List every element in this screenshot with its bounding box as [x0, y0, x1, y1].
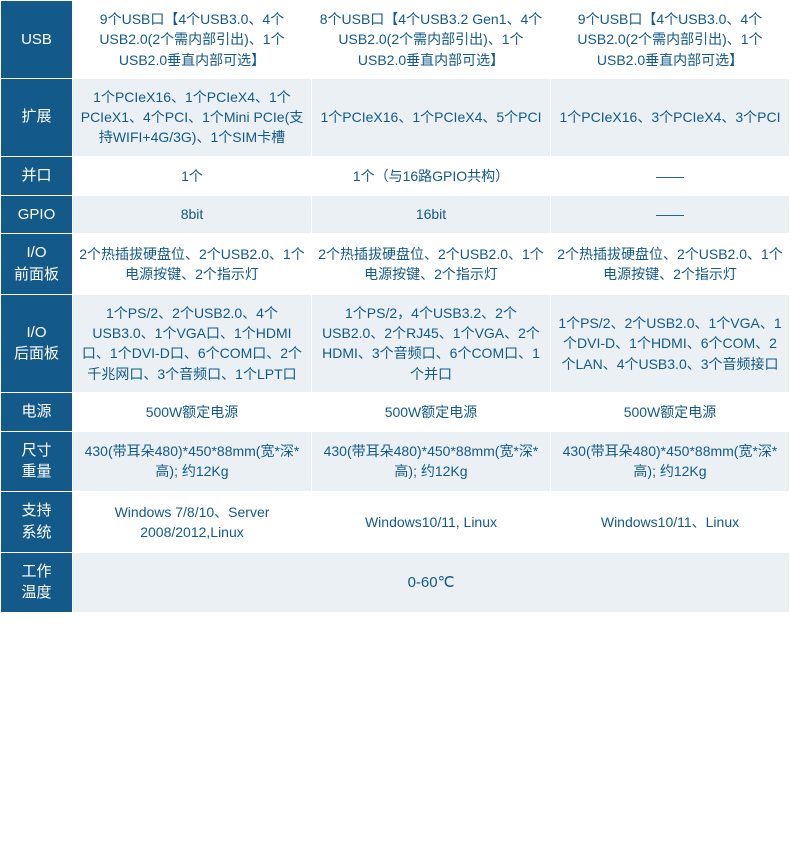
table-cell: 8个USB口【4个USB3.2 Gen1、4个USB2.0(2个需内部引出)、1…: [312, 1, 551, 79]
row-header: USB: [1, 1, 73, 79]
spec-table: USB9个USB口【4个USB3.0、4个USB2.0(2个需内部引出)、1个U…: [0, 0, 790, 613]
table-row: I/O后面板1个PS/2、2个USB2.0、4个USB3.0、1个VGA口、1个…: [1, 294, 790, 392]
table-cell: 1个PS/2，4个USB3.2、2个USB2.0、2个RJ45、1个VGA、2个…: [312, 294, 551, 392]
row-header: 尺寸重量: [1, 431, 73, 492]
table-cell: 430(带耳朵480)*450*88mm(宽*深*高); 约12Kg: [312, 431, 551, 492]
table-cell: 8bit: [73, 195, 312, 234]
table-row: 支持系统Windows 7/8/10、Server 2008/2012,Linu…: [1, 492, 790, 553]
table-cell: 1个PCIeX16、1个PCIeX4、5个PCI: [312, 78, 551, 156]
table-cell: 2个热插拔硬盘位、2个USB2.0、1个电源按键、2个指示灯: [312, 234, 551, 295]
table-cell: 1个PS/2、2个USB2.0、4个USB3.0、1个VGA口、1个HDMI口、…: [73, 294, 312, 392]
row-header: 支持系统: [1, 492, 73, 553]
table-cell: 500W额定电源: [551, 392, 790, 431]
row-header: 电源: [1, 392, 73, 431]
table-cell: ——: [551, 195, 790, 234]
table-cell: 430(带耳朵480)*450*88mm(宽*深*高); 约12Kg: [551, 431, 790, 492]
row-header: 并口: [1, 156, 73, 195]
row-header: 扩展: [1, 78, 73, 156]
table-cell: ——: [551, 156, 790, 195]
table-cell: 16bit: [312, 195, 551, 234]
table-cell: 1个PCIeX16、3个PCIeX4、3个PCI: [551, 78, 790, 156]
row-header: 工作温度: [1, 552, 73, 613]
table-cell: 500W额定电源: [312, 392, 551, 431]
table-row: 尺寸重量430(带耳朵480)*450*88mm(宽*深*高); 约12Kg43…: [1, 431, 790, 492]
table-row: 工作温度0-60℃: [1, 552, 790, 613]
table-row: 并口1个1个（与16路GPIO共构）——: [1, 156, 790, 195]
table-cell: 9个USB口【4个USB3.0、4个USB2.0(2个需内部引出)、1个USB2…: [73, 1, 312, 79]
table-cell-merged: 0-60℃: [73, 552, 790, 613]
table-row: GPIO8bit16bit——: [1, 195, 790, 234]
row-header: GPIO: [1, 195, 73, 234]
table-cell: 500W额定电源: [73, 392, 312, 431]
table-cell: Windows 7/8/10、Server 2008/2012,Linux: [73, 492, 312, 553]
table-cell: 9个USB口【4个USB3.0、4个USB2.0(2个需内部引出)、1个USB2…: [551, 1, 790, 79]
row-header: I/O前面板: [1, 234, 73, 295]
table-cell: Windows10/11、Linux: [551, 492, 790, 553]
table-cell: Windows10/11, Linux: [312, 492, 551, 553]
table-cell: 1个（与16路GPIO共构）: [312, 156, 551, 195]
table-cell: 430(带耳朵480)*450*88mm(宽*深*高); 约12Kg: [73, 431, 312, 492]
table-cell: 1个: [73, 156, 312, 195]
table-cell: 2个热插拔硬盘位、2个USB2.0、1个电源按键、2个指示灯: [551, 234, 790, 295]
table-row: 扩展1个PCIeX16、1个PCIeX4、1个PCIeX1、4个PCI、1个Mi…: [1, 78, 790, 156]
table-cell: 2个热插拔硬盘位、2个USB2.0、1个电源按键、2个指示灯: [73, 234, 312, 295]
table-row: USB9个USB口【4个USB3.0、4个USB2.0(2个需内部引出)、1个U…: [1, 1, 790, 79]
table-cell: 1个PS/2、2个USB2.0、1个VGA、1个DVI-D、1个HDMI、6个C…: [551, 294, 790, 392]
row-header: I/O后面板: [1, 294, 73, 392]
table-row: 电源500W额定电源500W额定电源500W额定电源: [1, 392, 790, 431]
table-row: I/O前面板2个热插拔硬盘位、2个USB2.0、1个电源按键、2个指示灯2个热插…: [1, 234, 790, 295]
table-cell: 1个PCIeX16、1个PCIeX4、1个PCIeX1、4个PCI、1个Mini…: [73, 78, 312, 156]
